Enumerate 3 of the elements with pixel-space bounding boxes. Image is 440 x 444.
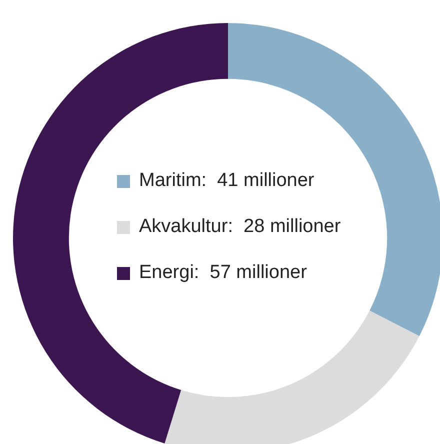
legend-label: Akvakultur: 28 millioner xyxy=(139,216,341,238)
legend-label: Energi: 57 millioner xyxy=(139,262,307,284)
legend-label: Maritim: 41 millioner xyxy=(139,170,314,192)
